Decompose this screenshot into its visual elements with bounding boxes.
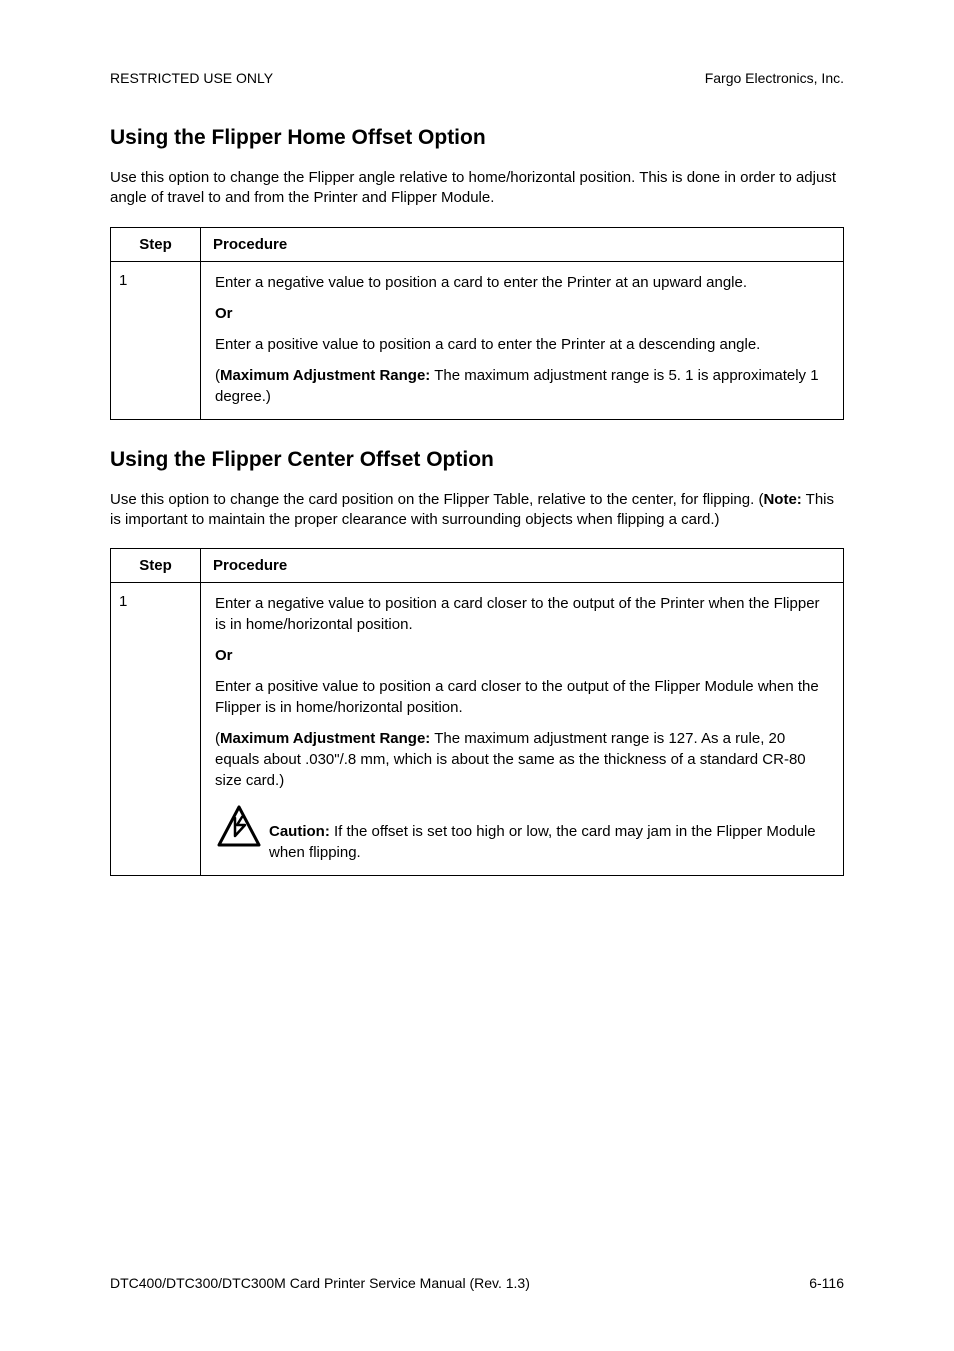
range-label: Maximum Adjustment Range:	[220, 730, 430, 747]
caution-text-wrap: Caution: If the offset is set too high o…	[269, 801, 829, 863]
intro-pre: Use this option to change the card posit…	[110, 491, 763, 508]
procedure-p2: Enter a positive value to position a car…	[215, 676, 829, 718]
table-row: 1 Enter a negative value to position a c…	[111, 261, 844, 419]
procedure-or: Or	[215, 645, 829, 666]
section-1-title: Using the Flipper Home Offset Option	[110, 126, 844, 150]
intro-note-label: Note:	[763, 491, 801, 508]
col-procedure-header: Procedure	[201, 227, 844, 261]
procedure-p1: Enter a negative value to position a car…	[215, 593, 829, 635]
page: RESTRICTED USE ONLY Fargo Electronics, I…	[0, 0, 954, 1351]
procedure-cell: Enter a negative value to position a car…	[201, 583, 844, 876]
table-row: 1 Enter a negative value to position a c…	[111, 583, 844, 876]
step-number: 1	[111, 583, 201, 876]
section-2-intro: Use this option to change the card posit…	[110, 490, 844, 531]
col-step-header: Step	[111, 549, 201, 583]
section-1-intro: Use this option to change the Flipper an…	[110, 168, 844, 209]
footer-right: 6-116	[809, 1275, 844, 1291]
header-left: RESTRICTED USE ONLY	[110, 70, 273, 86]
caution-icon	[215, 803, 263, 851]
section-2-title: Using the Flipper Center Offset Option	[110, 448, 844, 472]
col-procedure-header: Procedure	[201, 549, 844, 583]
caution-text: If the offset is set too high or low, th…	[269, 823, 816, 861]
table-header-row: Step Procedure	[111, 549, 844, 583]
col-step-header: Step	[111, 227, 201, 261]
procedure-p1: Enter a negative value to position a car…	[215, 272, 829, 293]
header-right: Fargo Electronics, Inc.	[705, 70, 844, 86]
section-2-table: Step Procedure 1 Enter a negative value …	[110, 548, 844, 876]
procedure-range: (Maximum Adjustment Range: The maximum a…	[215, 728, 829, 791]
procedure-p2: Enter a positive value to position a car…	[215, 334, 829, 355]
procedure-or: Or	[215, 303, 829, 324]
procedure-range: (Maximum Adjustment Range: The maximum a…	[215, 365, 829, 407]
footer-left: DTC400/DTC300/DTC300M Card Printer Servi…	[110, 1275, 530, 1291]
caution-block: Caution: If the offset is set too high o…	[215, 801, 829, 863]
table-header-row: Step Procedure	[111, 227, 844, 261]
page-header: RESTRICTED USE ONLY Fargo Electronics, I…	[110, 70, 844, 86]
section-1-table: Step Procedure 1 Enter a negative value …	[110, 227, 844, 420]
caution-label: Caution:	[269, 823, 330, 840]
procedure-cell: Enter a negative value to position a car…	[201, 261, 844, 419]
range-label: Maximum Adjustment Range:	[220, 367, 430, 384]
page-footer: DTC400/DTC300/DTC300M Card Printer Servi…	[110, 1275, 844, 1291]
step-number: 1	[111, 261, 201, 419]
